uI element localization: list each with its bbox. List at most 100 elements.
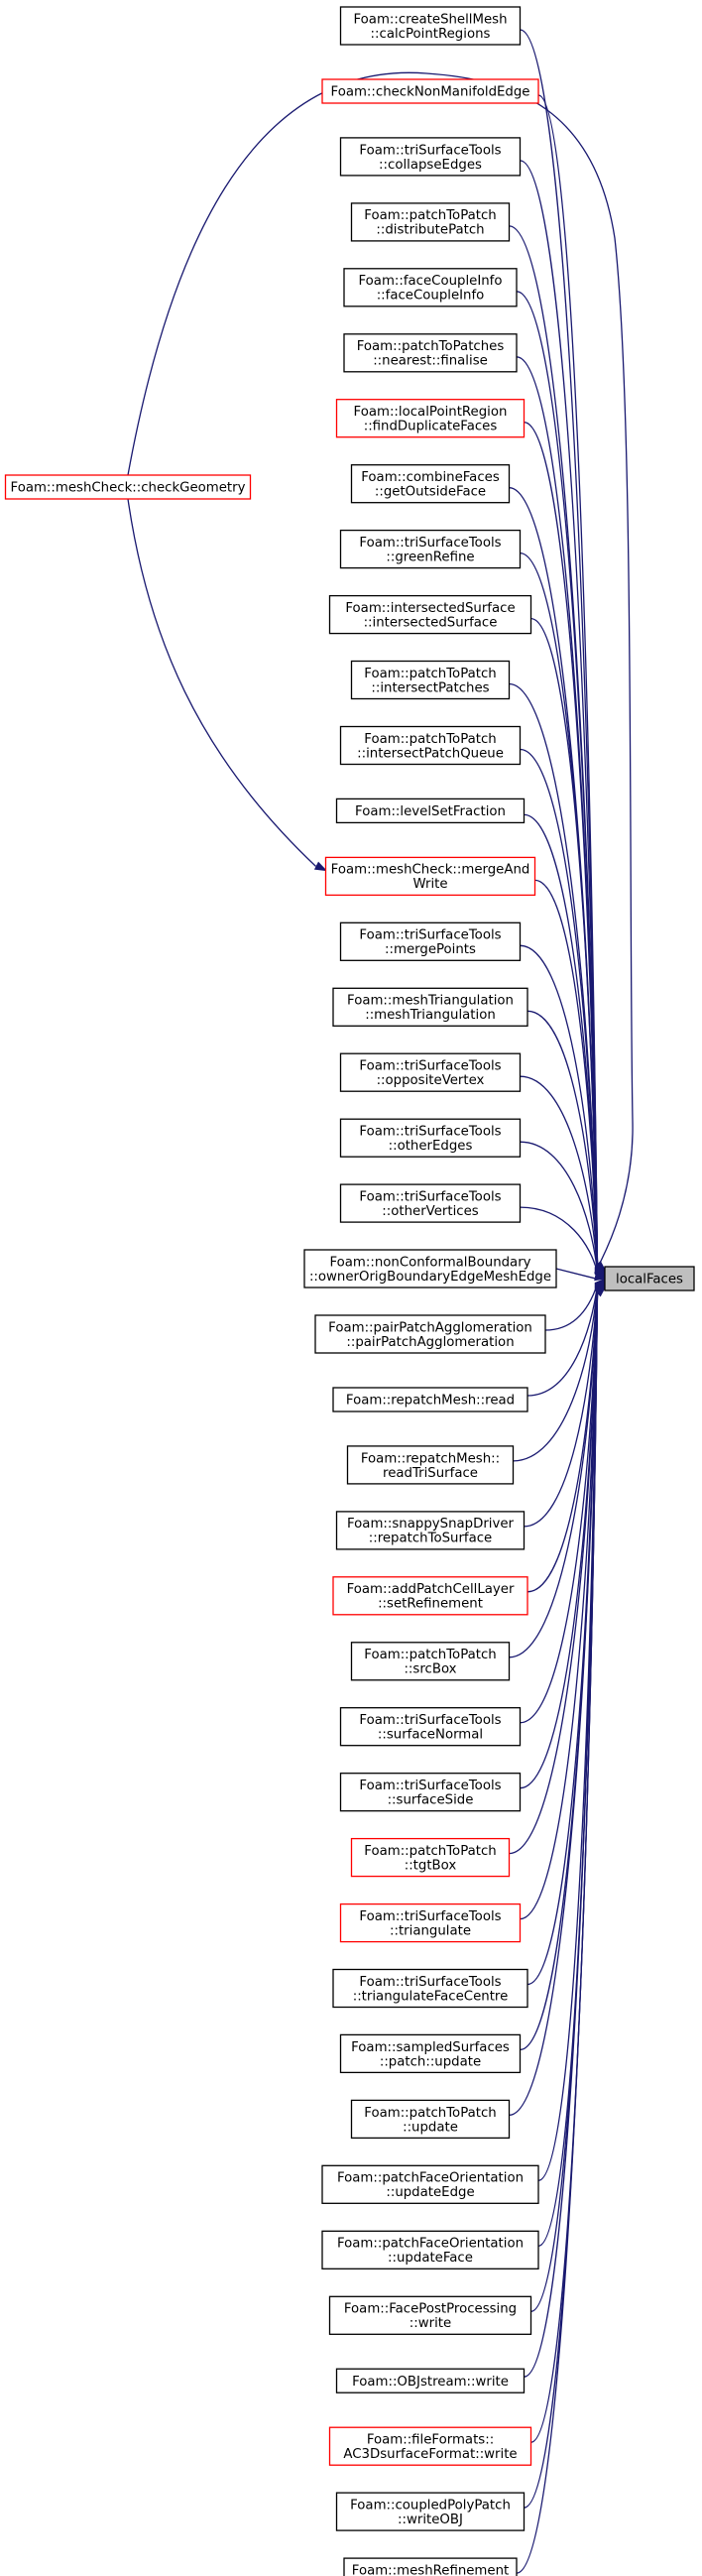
edge [534,879,599,1272]
node-box [346,1445,515,1485]
node-foam-trisurfacetools-collapseedges[interactable]: Foam::triSurfaceTools::collapseEdges [339,137,522,177]
node-label: ::distributePatch [376,223,484,238]
node-label: Foam::FacePostProcessing [344,2302,517,2317]
node-label: Foam::patchToPatches [357,339,505,354]
node-label: Foam::snappySnapDriver [347,1517,515,1532]
node-label: Foam::repatchMesh:: [361,1451,500,1466]
node-foam-sampledsurfaces-patch-update[interactable]: Foam::sampledSurfaces::patch::update [339,2033,522,2074]
edge [520,944,599,1273]
node-label: Foam::sampledSurfaces [351,2040,510,2055]
node-label: Foam::patchToPatch [364,208,496,223]
node-foam-pairpatchagglomeration-pairpatchagglomeration[interactable]: Foam::pairPatchAgglomeration::pairPatchA… [314,1314,546,1354]
node-box [335,399,526,438]
node-label: Foam::meshTriangulation [347,994,514,1009]
node-label: Foam::triSurfaceTools [359,143,501,158]
node-foam-levelsetfraction[interactable]: Foam::levelSetFraction [335,797,526,824]
edge [509,1287,599,1855]
node-box [339,6,522,46]
node-label: ::mergePoints [385,942,476,957]
node-foam-patchfaceorientation-updateedge[interactable]: Foam::patchFaceOrientation::updateEdge [321,2164,539,2204]
node-label: Foam::repatchMesh::read [346,1394,515,1409]
node-label: ::ownerOrigBoundaryEdgeMeshEdge [309,1270,551,1285]
node-foam-patchtopatch-intersectpatches[interactable]: Foam::patchToPatch::intersectPatches [350,660,511,700]
node-foam-patchtopatches-nearest-finalise[interactable]: Foam::patchToPatches::nearest::finalise [343,333,518,373]
node-label: ::updateFace [388,2251,473,2266]
node-foam-fileformats-ac3dsurfaceformat-write[interactable]: Foam::fileFormats::AC3DsurfaceFormat::wr… [328,2426,532,2466]
node-box [339,137,522,177]
node-box [339,2033,522,2074]
edge [513,1285,599,1462]
node-foam-facecoupleinfo-facecoupleinfo[interactable]: Foam::faceCoupleInfo::faceCoupleInfo [343,268,518,307]
node-foam-trisurfacetools-triangulatefacecentre[interactable]: Foam::triSurfaceTools::triangulateFaceCe… [332,1968,528,2009]
node-foam-addpatchcelllayer-setrefinement[interactable]: Foam::addPatchCellLayer::setRefinement [332,1576,528,1616]
node-foam-trisurfacetools-surfaceside[interactable]: Foam::triSurfaceTools::surfaceSide [339,1773,522,1812]
node-foam-intersectedsurface-intersectedsurface[interactable]: Foam::intersectedSurface::intersectedSur… [328,594,532,635]
edge-arrowhead [313,861,328,872]
node-box [335,2492,526,2531]
node-foam-patchtopatch-intersectpatchqueue[interactable]: Foam::patchToPatch::intersectPatchQueue [339,725,522,766]
node-foam-localpointregion-findduplicatefaces[interactable]: Foam::localPointRegion::findDuplicateFac… [335,399,526,438]
node-foam-repatchmesh-read[interactable]: Foam::repatchMesh::read [332,1387,528,1412]
node-label: Foam::triSurfaceTools [359,1975,501,1990]
node-foam-nonconformalboundary-ownerorigboundaryedgemeshedge[interactable]: Foam::nonConformalBoundary::ownerOrigBou… [303,1249,557,1288]
node-box [335,797,526,824]
edge [520,1141,599,1274]
node-box [328,2426,532,2466]
node-foam-patchtopatch-distributepatch[interactable]: Foam::patchToPatch::distributePatch [350,202,511,242]
edge [520,1287,599,1920]
node-label: Foam::patchFaceOrientation [337,2237,524,2252]
node-foam-trisurfacetools-greenrefine[interactable]: Foam::triSurfaceTools::greenRefine [339,529,522,569]
node-label: ::oppositeVertex [377,1073,485,1088]
node-label: ::otherEdges [389,1139,473,1154]
node-foam-createshellmesh-calcpointregions[interactable]: Foam::createShellMesh::calcPointRegions [339,6,522,46]
node-foam-patchtopatch-update[interactable]: Foam::patchToPatch::update [350,2099,511,2140]
edge [520,1286,599,1724]
edge [520,1075,599,1273]
node-label: ::triangulateFaceCentre [353,1989,509,2004]
node-foam-trisurfacetools-mergepoints[interactable]: Foam::triSurfaceTools::mergePoints [339,921,522,961]
node-foam-checknonmanifoldedge[interactable]: Foam::checkNonManifoldEdge [321,78,539,104]
node-foam-trisurfacetools-surfacenormal[interactable]: Foam::triSurfaceTools::surfaceNormal [339,1707,522,1747]
node-box [350,2099,511,2140]
node-label: Foam::patchToPatch [364,2106,496,2121]
node-box [339,1707,522,1747]
node-foam-meshrefinement-zonify[interactable]: Foam::meshRefinement::zonify [343,2557,518,2576]
node-label: Foam::nonConformalBoundary [329,1255,530,1270]
node-box [332,1387,528,1412]
node-label: Foam::patchFaceOrientation [337,2171,524,2186]
edge [526,1284,599,1397]
node-foam-coupledpolypatch-writeobj[interactable]: Foam::coupledPolyPatch::writeOBJ [335,2492,526,2531]
node-foam-meshtriangulation-meshtriangulation[interactable]: Foam::meshTriangulation::meshTriangulati… [332,987,528,1027]
node-label: ::intersectPatches [371,680,489,695]
node-box [339,921,522,961]
node-foam-trisurfacetools-oppositevertex[interactable]: Foam::triSurfaceTools::oppositeVertex [339,1052,522,1092]
node-localfaces[interactable]: localFaces [604,1266,695,1291]
node-foam-patchtopatch-tgtbox[interactable]: Foam::patchToPatch::tgtBox [350,1837,511,1878]
node-box [321,78,539,104]
nodes-layer: Foam::createShellMesh::calcPointRegionsF… [4,6,695,2576]
node-label: ::surfaceNormal [378,1728,483,1743]
node-foam-snappysnapdriver-repatchtosurface[interactable]: Foam::snappySnapDriver::repatchToSurface [335,1511,526,1550]
edge [509,682,599,1271]
node-foam-repatchmesh-readtrisurface[interactable]: Foam::repatchMesh::readTriSurface [346,1445,515,1485]
node-box [328,594,532,635]
node-label: readTriSurface [383,1466,478,1481]
node-foam-patchtopatch-srcbox[interactable]: Foam::patchToPatch::srcBox [350,1642,511,1681]
node-foam-patchfaceorientation-updateface[interactable]: Foam::patchFaceOrientation::updateFace [321,2230,539,2269]
edge [520,160,599,1268]
node-box [335,1511,526,1550]
node-foam-trisurfacetools-triangulate[interactable]: Foam::triSurfaceTools::triangulate [339,1902,522,1943]
node-foam-trisurfacetools-otheredges[interactable]: Foam::triSurfaceTools::otherEdges [339,1118,522,1158]
node-foam-trisurfacetools-othervertices[interactable]: Foam::triSurfaceTools::otherVertices [339,1183,522,1223]
node-label: Foam::patchToPatch [364,1648,496,1662]
node-box [339,1118,522,1158]
node-foam-combinefaces-getoutsideface[interactable]: Foam::combineFaces::getOutsideFace [350,464,511,504]
node-foam-objstream-write[interactable]: Foam::OBJstream::write [335,2368,526,2393]
node-box [328,2295,532,2335]
node-foam-facepostprocessing-write[interactable]: Foam::FacePostProcessing::write [328,2295,532,2335]
edge-checkgeometry-to-mergeandwrite [127,498,316,867]
node-foam-meshcheck-checkgeometry[interactable]: Foam::meshCheck::checkGeometry [4,474,252,500]
node-label: Foam::meshRefinement [352,2563,509,2576]
node-box [604,1266,695,1291]
